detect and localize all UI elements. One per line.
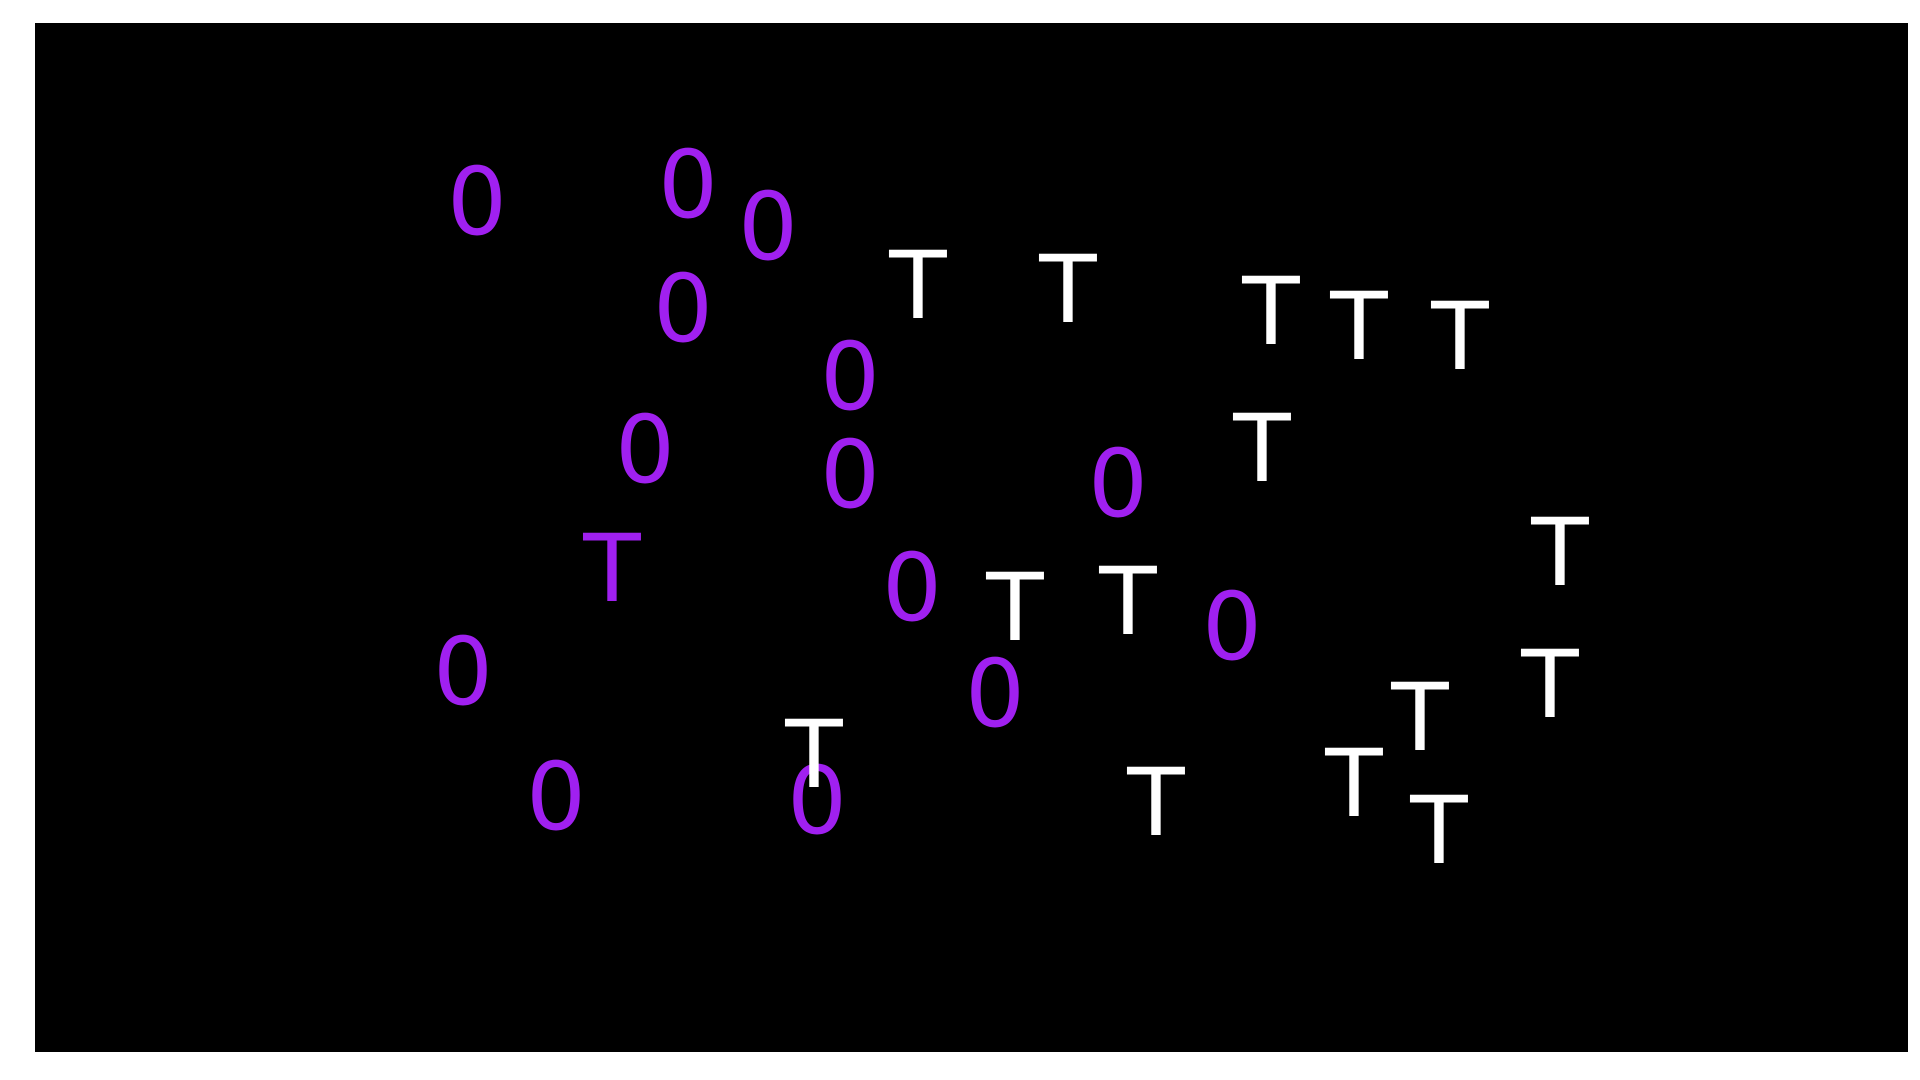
glyph-1: 0 <box>658 131 718 240</box>
glyph-8: T <box>583 515 641 624</box>
glyph-23: T <box>986 554 1044 663</box>
glyph-10: 0 <box>1202 573 1262 682</box>
glyph-3: 0 <box>653 255 713 364</box>
glyph-0: 0 <box>447 148 507 257</box>
glyph-11: 0 <box>433 618 493 727</box>
glyph-25: T <box>1521 631 1579 740</box>
glyph-22: T <box>1531 499 1589 608</box>
glyph-30: T <box>1410 777 1468 886</box>
glyph-18: T <box>1242 258 1300 367</box>
glyph-12: 0 <box>965 640 1025 749</box>
glyph-6: 0 <box>820 421 880 530</box>
glyph-5: 0 <box>615 396 675 505</box>
glyph-20: T <box>1431 283 1489 392</box>
glyph-4: 0 <box>820 323 880 432</box>
glyph-13: 0 <box>526 743 586 852</box>
glyph-17: T <box>1039 236 1097 345</box>
glyph-26: T <box>1391 664 1449 773</box>
glyph-28: T <box>1325 730 1383 839</box>
glyph-29: T <box>1127 749 1185 858</box>
glyph-2: 0 <box>738 173 798 282</box>
glyph-7: 0 <box>1088 430 1148 539</box>
glyph-canvas: 0 0 0 0 0 0 0 0 T 0 0 0 0 0 0 0 T T T T … <box>35 23 1908 1052</box>
glyph-24: T <box>1099 548 1157 657</box>
glyph-21: T <box>1233 395 1291 504</box>
glyph-9: 0 <box>882 534 942 643</box>
glyph-19: T <box>1330 273 1388 382</box>
glyph-14: 0 <box>787 747 847 856</box>
glyph-16: T <box>889 232 947 341</box>
glyph-27: T <box>785 701 843 810</box>
